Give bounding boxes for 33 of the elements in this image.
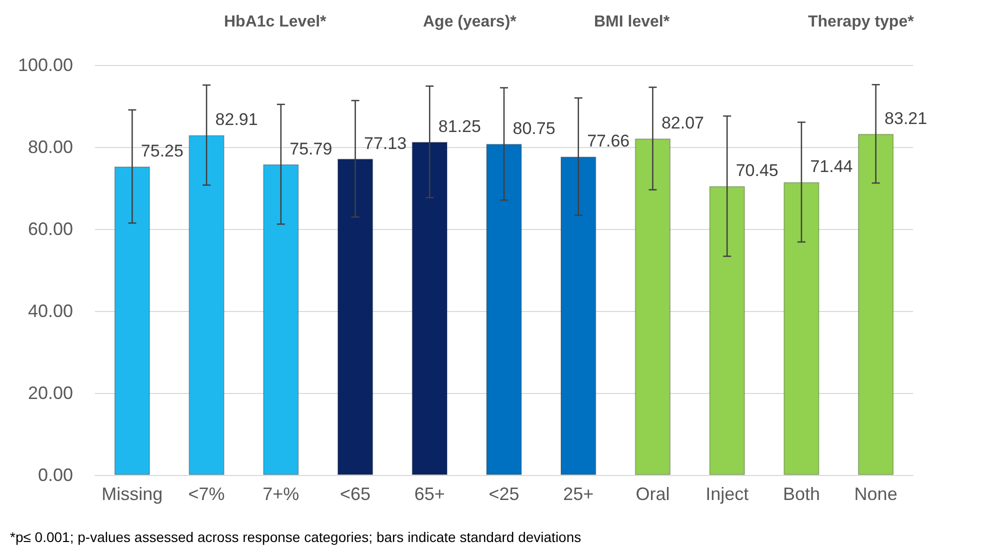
y-tick-label: 40.00	[28, 301, 73, 321]
data-label: 75.25	[140, 141, 184, 160]
data-label: 77.66	[587, 132, 630, 151]
y-tick-label: 80.00	[28, 137, 73, 157]
x-tick-label: Both	[782, 484, 820, 504]
text: *p≤ 0.001; p-values assessed across response categories; bars indicate standard deviations	[10, 529, 582, 545]
data-label: 70.45	[736, 161, 778, 180]
x-tick-label: None	[854, 484, 898, 504]
data-label: 80.75	[512, 118, 556, 138]
data-label: 82.07	[661, 114, 704, 133]
data-label: 81.25	[438, 116, 481, 136]
x-tick-label: Missing	[102, 484, 163, 504]
x-tick-label: 7+%	[262, 484, 300, 504]
y-tick-label: 100.00	[18, 55, 73, 75]
x-tick-label: 65+	[414, 484, 445, 504]
y-tick-label: 20.00	[28, 383, 73, 403]
x-tick-label: <7%	[188, 484, 225, 504]
x-tick-label: Oral	[636, 484, 670, 504]
text: Age (years)*	[423, 14, 518, 30]
x-tick-label: <65	[340, 484, 371, 504]
text: HbA1c Level*	[224, 14, 328, 30]
y-tick-label: 60.00	[28, 219, 73, 239]
data-label: 71.44	[810, 157, 853, 176]
data-label: 82.91	[215, 110, 258, 130]
text: BMI level*	[594, 14, 670, 30]
data-label: 83.21	[884, 108, 928, 128]
text: Therapy type*	[808, 14, 915, 30]
data-label: 75.79	[290, 139, 332, 158]
x-tick-label: Inject	[706, 484, 749, 504]
data-label: 77.13	[364, 134, 407, 153]
x-tick-label: 25+	[563, 484, 594, 504]
y-tick-label: 0.00	[38, 465, 73, 485]
x-tick-label: <25	[488, 484, 520, 504]
